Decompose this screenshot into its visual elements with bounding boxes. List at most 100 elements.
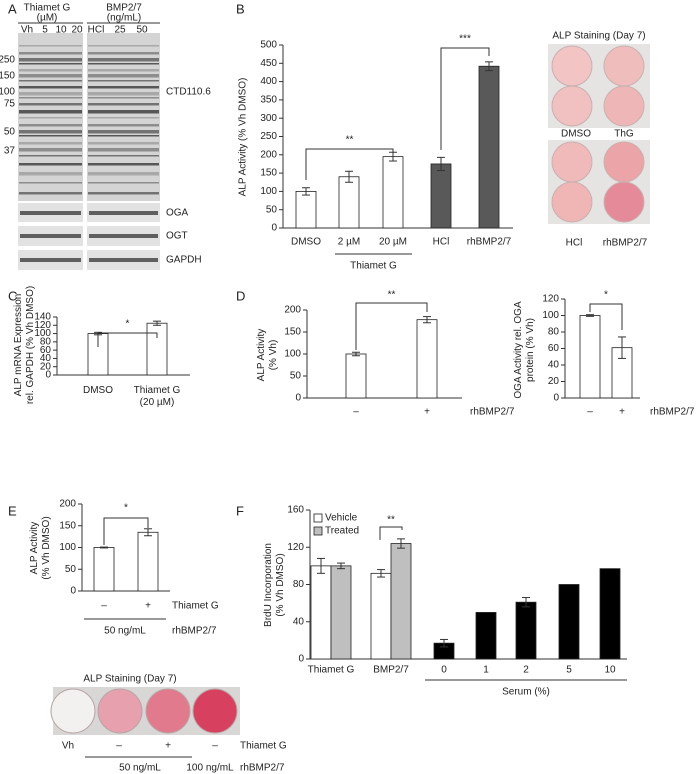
treatment-unit: (ng/mL)	[107, 13, 141, 24]
y-axis-label-line: ALP Activity	[29, 522, 40, 575]
y-tick-label: 450	[260, 58, 277, 69]
blot-band	[19, 155, 82, 157]
x-tick-label: 0	[441, 665, 447, 676]
x-tick-label-line: DMSO	[83, 385, 113, 396]
blot-band	[19, 45, 82, 47]
y-tick-label: 0	[298, 654, 304, 665]
y-axis-label-line: (% Vh DMSO)	[275, 553, 286, 616]
y-axis-label: ALP mRNA Expressionrel. GAPDH (% Vh DMSO…	[13, 286, 36, 404]
blot-band	[88, 80, 159, 82]
group-label: Thiamet G	[350, 261, 397, 272]
row-label: rhBMP2/7	[240, 763, 285, 774]
blot-band	[19, 103, 82, 106]
y-tick-label: 60	[548, 343, 560, 354]
well	[603, 45, 645, 87]
y-tick-label: 120	[542, 294, 559, 305]
antibody-label: OGA	[166, 208, 189, 219]
well	[192, 688, 238, 734]
y-tick-label: 150	[260, 168, 277, 179]
row-label: rhBMP2/7	[172, 626, 217, 637]
error-bar	[100, 546, 108, 549]
dose-label: 50 ng/mL	[119, 763, 161, 774]
significance-bracket	[97, 332, 158, 347]
y-tick-label: 400	[260, 76, 277, 87]
legend-swatch	[313, 526, 323, 536]
bar	[558, 584, 580, 660]
antibody-label: CTD110.6	[166, 87, 211, 98]
bar	[330, 565, 352, 660]
legend-label: Vehicle	[325, 513, 358, 524]
bar	[478, 65, 500, 229]
y-tick-label: 80	[293, 579, 305, 590]
lane-label: 5	[42, 25, 48, 36]
error-bar	[618, 336, 626, 359]
x-tick-label: DMSO	[291, 237, 321, 248]
blot-band	[88, 103, 159, 106]
staining-image	[50, 687, 240, 735]
well	[50, 688, 96, 734]
well	[97, 688, 143, 734]
significance-label: **	[388, 290, 396, 301]
y-tick-label: 40	[548, 360, 560, 371]
mw-marker: 100	[0, 87, 15, 98]
y-tick-label: 20	[548, 376, 560, 387]
error-bar	[352, 351, 360, 357]
y-tick-label: 0	[295, 393, 301, 404]
blot-band	[19, 52, 82, 55]
bar	[146, 322, 168, 376]
y-axis-label: ALP Activity(% Vh DMSO)	[29, 516, 52, 579]
y-tick-label: 20	[40, 361, 52, 372]
blot-band	[88, 124, 159, 127]
staining-label: HCl	[566, 238, 583, 249]
error-bar	[302, 187, 310, 196]
blot-band	[88, 130, 159, 134]
x-tick-label: 10	[604, 665, 616, 676]
x-tick-label: –	[353, 407, 359, 418]
x-tick-label: rhBMP2/7	[467, 237, 512, 248]
blot-band	[89, 258, 158, 262]
significance-bracket	[440, 47, 490, 150]
blot-band	[20, 211, 81, 215]
significance-bracket	[103, 517, 149, 545]
y-axis-label-line: rel. GAPDH (% Vh DMSO)	[25, 286, 36, 404]
y-axis-label-line: BrdU Incorporation	[263, 543, 274, 627]
blot-band	[88, 163, 159, 166]
y-tick-label: 100	[260, 186, 277, 197]
bar	[295, 190, 317, 229]
x-tick-label: 20 µM	[379, 237, 407, 248]
mw-marker: 37	[4, 146, 16, 157]
lane-label: +	[165, 741, 171, 752]
group-label: Serum (%)	[502, 687, 550, 698]
bar	[345, 353, 367, 399]
blot-band	[19, 142, 82, 145]
well	[551, 45, 593, 87]
panel-label: C	[8, 288, 17, 303]
significance-bracket	[589, 303, 623, 330]
y-tick-label: 40	[40, 353, 52, 364]
x-tick-label: +	[619, 407, 625, 418]
group-label: 50 ng/mL	[104, 626, 146, 637]
lane-label: –	[116, 741, 122, 752]
y-axis-label-line: OGA Activity rel. OGA	[513, 301, 524, 399]
blot-band	[88, 97, 159, 99]
y-axis-label-line: ALP mRNA Expression	[13, 294, 24, 397]
y-tick-label: 80	[40, 336, 52, 347]
blot-band	[19, 80, 82, 82]
y-tick-label: 100	[59, 542, 76, 553]
y-tick-label: 140	[34, 312, 51, 323]
blot-band	[19, 124, 82, 127]
bar	[390, 543, 412, 660]
x-axis-label: rhBMP2/7	[650, 407, 695, 418]
blot-band	[19, 74, 82, 78]
y-tick-label: 40	[293, 616, 305, 627]
well	[551, 181, 593, 223]
error-bar	[377, 569, 385, 578]
blot-band	[19, 110, 82, 114]
row-label: Thiamet G	[172, 601, 219, 612]
y-tick-label: 160	[287, 505, 304, 516]
y-tick-label: 250	[260, 131, 277, 142]
error-bar	[485, 61, 493, 72]
mw-marker: 50	[4, 127, 16, 138]
bar	[370, 572, 392, 660]
significance-label: ***	[459, 34, 471, 45]
